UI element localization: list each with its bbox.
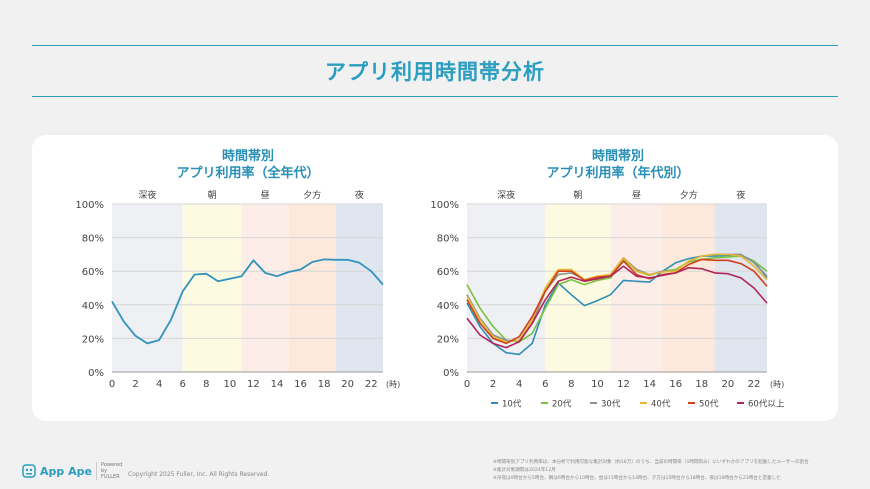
- series-line-40代: [466, 253, 768, 343]
- band-0: [112, 204, 183, 372]
- y-tick-label: 60%: [437, 267, 459, 278]
- app-ape-logo-icon: [22, 464, 36, 478]
- series-line-60代以上: [466, 265, 768, 349]
- x-tick-label: 18: [318, 379, 331, 390]
- y-tick-label: 0%: [443, 368, 459, 379]
- legend-label: 20代: [552, 399, 572, 410]
- title-divider: [32, 96, 838, 97]
- x-tick-label: 12: [617, 379, 630, 390]
- band-label: 夕方: [680, 189, 698, 201]
- x-tick-label: 12: [247, 379, 260, 390]
- band-label: 昼: [261, 190, 270, 201]
- x-tick-label: 2: [490, 379, 496, 390]
- band-1: [182, 204, 242, 372]
- x-tick-label: 4: [156, 379, 162, 390]
- footnotes: ※時間帯別アプリ利用率は、本分析で利用可能な集計対象（約16万）のうち、当該の時…: [493, 459, 809, 483]
- x-tick-label: 18: [695, 379, 708, 390]
- x-tick-label: 8: [568, 379, 574, 390]
- chart1-title-line1: 時間帯別: [221, 149, 274, 164]
- x-tick-label: 22: [748, 379, 761, 390]
- x-tick-label: 14: [643, 379, 656, 390]
- chart1-title-line2: アプリ利用率（全年代）: [176, 166, 320, 181]
- x-tick-label: 4: [516, 379, 522, 390]
- x-tick-label: 20: [341, 379, 354, 390]
- y-tick-label: 60%: [82, 267, 104, 278]
- footnote: ※集計対象期間は2024年12月: [493, 468, 556, 473]
- band-label: 夕方: [303, 189, 321, 201]
- x-unit-label: (時): [386, 380, 400, 389]
- y-tick-label: 20%: [437, 334, 459, 345]
- x-tick-label: 10: [223, 379, 236, 390]
- logo-text: App Ape: [40, 464, 92, 478]
- x-unit-label: (時): [770, 380, 784, 389]
- x-tick-label: 0: [109, 379, 115, 390]
- app-ape-logo: App Ape Powered by FULLER: [22, 462, 125, 480]
- x-tick-label: 8: [203, 379, 209, 390]
- band-2: [610, 204, 663, 372]
- page-title: アプリ利用時間帯分析: [325, 60, 545, 84]
- y-tick-label: 80%: [82, 234, 104, 245]
- y-tick-label: 20%: [82, 334, 104, 345]
- legend-label: 50代: [699, 399, 719, 410]
- x-tick-label: 16: [669, 379, 682, 390]
- legend-label: 40代: [651, 399, 671, 410]
- series-line-10代: [466, 254, 768, 356]
- chart2-title: 時間帯別 アプリ利用率（年代別）: [488, 148, 748, 182]
- band-label: 深夜: [497, 189, 515, 201]
- y-tick-label: 0%: [88, 368, 104, 379]
- chart1-title: 時間帯別 アプリ利用率（全年代）: [118, 148, 378, 182]
- x-tick-label: 20: [722, 379, 735, 390]
- band-3: [288, 204, 336, 372]
- x-tick-label: 6: [180, 379, 186, 390]
- band-label: 昼: [632, 190, 641, 201]
- top-divider: [32, 45, 838, 46]
- legend-label: 10代: [502, 399, 522, 410]
- copyright: Copyright 2025 Fuller, Inc. All Rights R…: [128, 471, 270, 478]
- y-tick-label: 100%: [75, 200, 104, 211]
- band-3: [662, 204, 715, 372]
- band-4: [335, 204, 383, 372]
- x-tick-label: 6: [542, 379, 548, 390]
- powered-by: Powered by FULLER: [95, 462, 125, 480]
- footnote: ※深夜は0時台から5時台、朝は6時台から10時台、昼は11時台から14時台、夕方…: [493, 476, 781, 481]
- band-4: [714, 204, 767, 372]
- x-tick-label: 22: [365, 379, 378, 390]
- chart2-title-line1: 時間帯別: [591, 149, 644, 164]
- x-tick-label: 16: [294, 379, 307, 390]
- y-tick-label: 100%: [430, 200, 459, 211]
- band-label: 深夜: [138, 189, 156, 201]
- y-tick-label: 40%: [82, 301, 104, 312]
- band-label: 朝: [208, 190, 217, 201]
- footnote: ※時間帯別アプリ利用率は、本分析で利用可能な集計対象（約16万）のうち、当該の時…: [493, 460, 809, 465]
- x-tick-label: 10: [591, 379, 604, 390]
- legend-label: 30代: [601, 399, 621, 410]
- series-line-0: [111, 258, 384, 345]
- band-label: 夜: [736, 189, 745, 201]
- band-label: 夜: [355, 189, 364, 201]
- legend-label: 60代以上: [748, 399, 785, 410]
- chart2-title-line2: アプリ利用率（年代別）: [546, 166, 690, 181]
- y-tick-label: 80%: [437, 234, 459, 245]
- x-tick-label: 0: [464, 379, 470, 390]
- series-line-50代: [466, 258, 768, 345]
- x-tick-label: 14: [271, 379, 284, 390]
- band-label: 朝: [573, 190, 582, 201]
- x-tick-label: 2: [132, 379, 138, 390]
- y-tick-label: 40%: [437, 301, 459, 312]
- band-2: [241, 204, 289, 372]
